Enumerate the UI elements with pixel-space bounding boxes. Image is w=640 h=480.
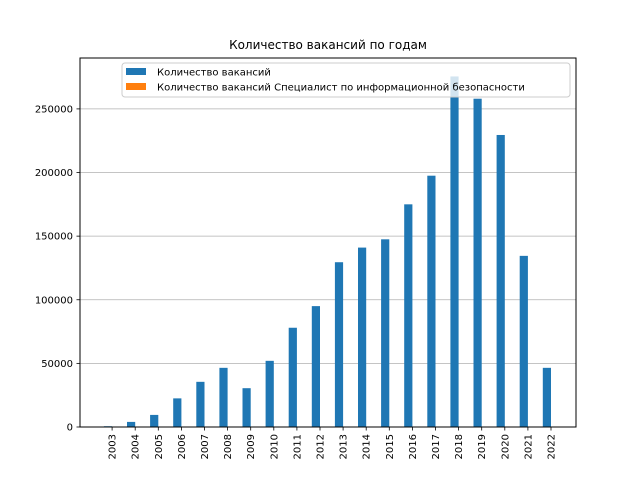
x-tick-label: 2012 [316, 434, 327, 459]
bar-vacancies [311, 306, 320, 427]
bar-vacancies [450, 76, 459, 427]
bar-vacancies [427, 175, 436, 427]
x-axis: 2003 2004 2005 2006 2007 2008 2009 2010 2011 2012… [108, 427, 558, 459]
x-tick-label: 2017 [431, 434, 442, 459]
legend-box [121, 62, 571, 98]
legend-label: Количество вакансий Специалист по информ… [157, 83, 525, 94]
x-tick-label: 2019 [477, 434, 488, 459]
bar-vacancies [196, 381, 205, 427]
legend-label: Количество вакансий [157, 68, 271, 79]
x-tick-label: 2009 [246, 434, 257, 459]
bar-vacancies [542, 367, 551, 427]
x-tick-label: 2018 [454, 434, 465, 459]
x-tick-label: 2008 [223, 434, 234, 459]
x-tick-label: 2020 [500, 434, 511, 459]
bar-vacancies [127, 421, 136, 427]
bar-vacancies [519, 255, 528, 427]
x-tick-label: 2014 [362, 434, 373, 459]
bar-vacancies [173, 398, 182, 427]
bar-vacancies [150, 414, 159, 427]
y-tick-label: 0 [67, 423, 73, 434]
x-tick-label: 2005 [154, 434, 165, 459]
x-tick-label: 2003 [108, 434, 119, 459]
x-tick-label: 2022 [547, 434, 558, 459]
y-axis: 0 50000 100000 150000 200000 250000 [35, 104, 80, 434]
y-tick-label: 50000 [41, 359, 73, 370]
chart-title: Количество вакансий по годам [229, 38, 427, 52]
x-tick-label: 2010 [269, 434, 280, 459]
bar-vacancies [381, 239, 390, 427]
bars [103, 76, 551, 428]
x-tick-label: 2011 [292, 434, 303, 459]
x-tick-label: 2013 [339, 434, 350, 459]
x-tick-label: 2015 [385, 434, 396, 459]
x-tick-label: 2004 [131, 434, 142, 459]
bar-vacancies [473, 98, 482, 428]
bar-vacancies [358, 247, 367, 427]
y-tick-label: 200000 [35, 168, 73, 179]
gridlines [80, 108, 576, 364]
bar-vacancies [404, 204, 413, 427]
legend: Количество вакансий Количество вакансий С… [121, 62, 571, 98]
x-tick-label: 2021 [523, 434, 534, 459]
legend-swatch [126, 83, 146, 90]
y-tick-label: 100000 [35, 295, 73, 306]
bar-vacancies [334, 262, 344, 427]
x-tick-label: 2016 [408, 434, 419, 459]
y-tick-label: 250000 [35, 104, 73, 115]
legend-swatch [126, 68, 146, 75]
x-tick-label: 2006 [177, 434, 188, 459]
y-tick-label: 150000 [35, 232, 73, 243]
bar-vacancies [265, 360, 274, 427]
bar-vacancies [242, 388, 251, 427]
bar-vacancies [288, 327, 297, 427]
x-tick-label: 2007 [200, 434, 211, 459]
bar-vacancies [219, 367, 228, 427]
bar-vacancies [496, 134, 505, 428]
plot-frame [79, 57, 577, 428]
